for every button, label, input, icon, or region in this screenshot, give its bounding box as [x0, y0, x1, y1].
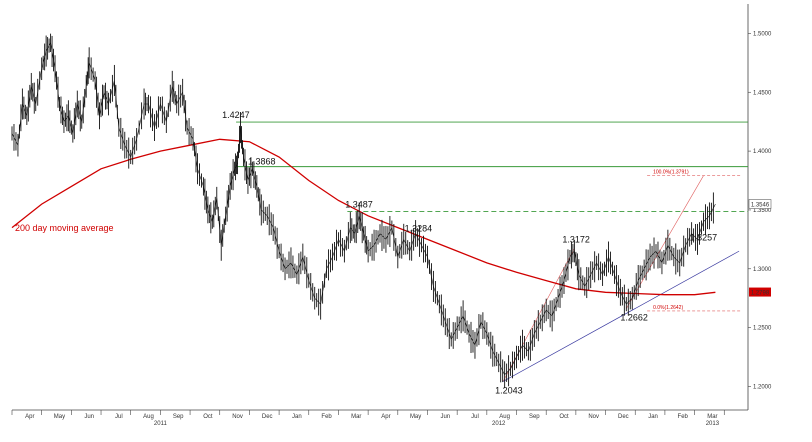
x-tick-label: Jul — [115, 414, 123, 420]
x-tick-label: Apr — [381, 414, 390, 420]
x-tick-label: Nov — [232, 414, 243, 420]
fib-projection-line — [502, 248, 575, 382]
x-tick-label: Aug — [143, 414, 154, 420]
x-tick-label: Nov — [588, 414, 599, 420]
x-tick-label: Oct — [559, 414, 569, 420]
ma-price-box — [749, 287, 771, 297]
y-tick-label: 1.4500 — [753, 90, 772, 96]
x-tick-label: May — [410, 414, 421, 420]
fib-label: 0.0%(1.2642) — [653, 305, 683, 311]
x-tick-label: Feb — [321, 414, 332, 420]
fib-label: 100.0%(1.3791) — [653, 170, 689, 176]
x-tick-label: Feb — [678, 414, 689, 420]
y-tick-label: 1.3500 — [753, 208, 772, 214]
y-tick-label: 1.2500 — [753, 326, 772, 332]
last-price-box — [748, 199, 772, 209]
x-tick-label: May — [54, 414, 65, 420]
price-annotation: 1.3284 — [405, 223, 433, 233]
x-year-label: 2011 — [154, 421, 168, 427]
price-annotation: 1.3487 — [345, 199, 373, 209]
price-line — [11, 41, 716, 376]
price-annotation: 1.2662 — [620, 313, 648, 323]
x-tick-label: Aug — [499, 414, 510, 420]
y-tick-label: 1.5000 — [753, 31, 772, 37]
price-annotation: 1.3257 — [690, 233, 718, 243]
support-trend-line — [502, 250, 740, 382]
price-annotation: 1.4247 — [222, 110, 250, 120]
ma-label: 200 day moving average — [15, 223, 114, 233]
x-tick-label: Mar — [707, 414, 717, 420]
x-tick-label: Sep — [529, 414, 540, 420]
x-tick-label: Jun — [440, 414, 450, 420]
x-tick-label: Sep — [173, 414, 184, 420]
last-price-label: 1.3546 — [751, 203, 770, 209]
x-tick-label: Jan — [648, 414, 658, 420]
x-tick-label: Oct — [203, 414, 213, 420]
x-tick-label: Dec — [618, 414, 629, 420]
fib-projection-line — [626, 175, 704, 309]
x-tick-label: Jul — [471, 414, 479, 420]
x-tick-label: Mar — [351, 414, 361, 420]
x-year-label: 2012 — [492, 421, 506, 427]
price-annotation: 1.2043 — [495, 385, 523, 395]
y-tick-label: 1.2000 — [753, 384, 772, 390]
x-tick-label: Apr — [25, 414, 34, 420]
price-annotation: 1.3172 — [562, 235, 590, 245]
price-annotation: 1.3868 — [248, 157, 276, 167]
x-tick-label: Jun — [84, 414, 94, 420]
x-tick-label: Dec — [262, 414, 273, 420]
y-tick-label: 1.4000 — [753, 149, 772, 155]
x-year-label: 2013 — [706, 421, 720, 427]
x-tick-label: Jan — [292, 414, 302, 420]
y-tick-label: 1.3000 — [753, 267, 772, 273]
moving-average-line — [11, 138, 716, 296]
ma-price-box-label: 1.2798 — [751, 291, 770, 297]
